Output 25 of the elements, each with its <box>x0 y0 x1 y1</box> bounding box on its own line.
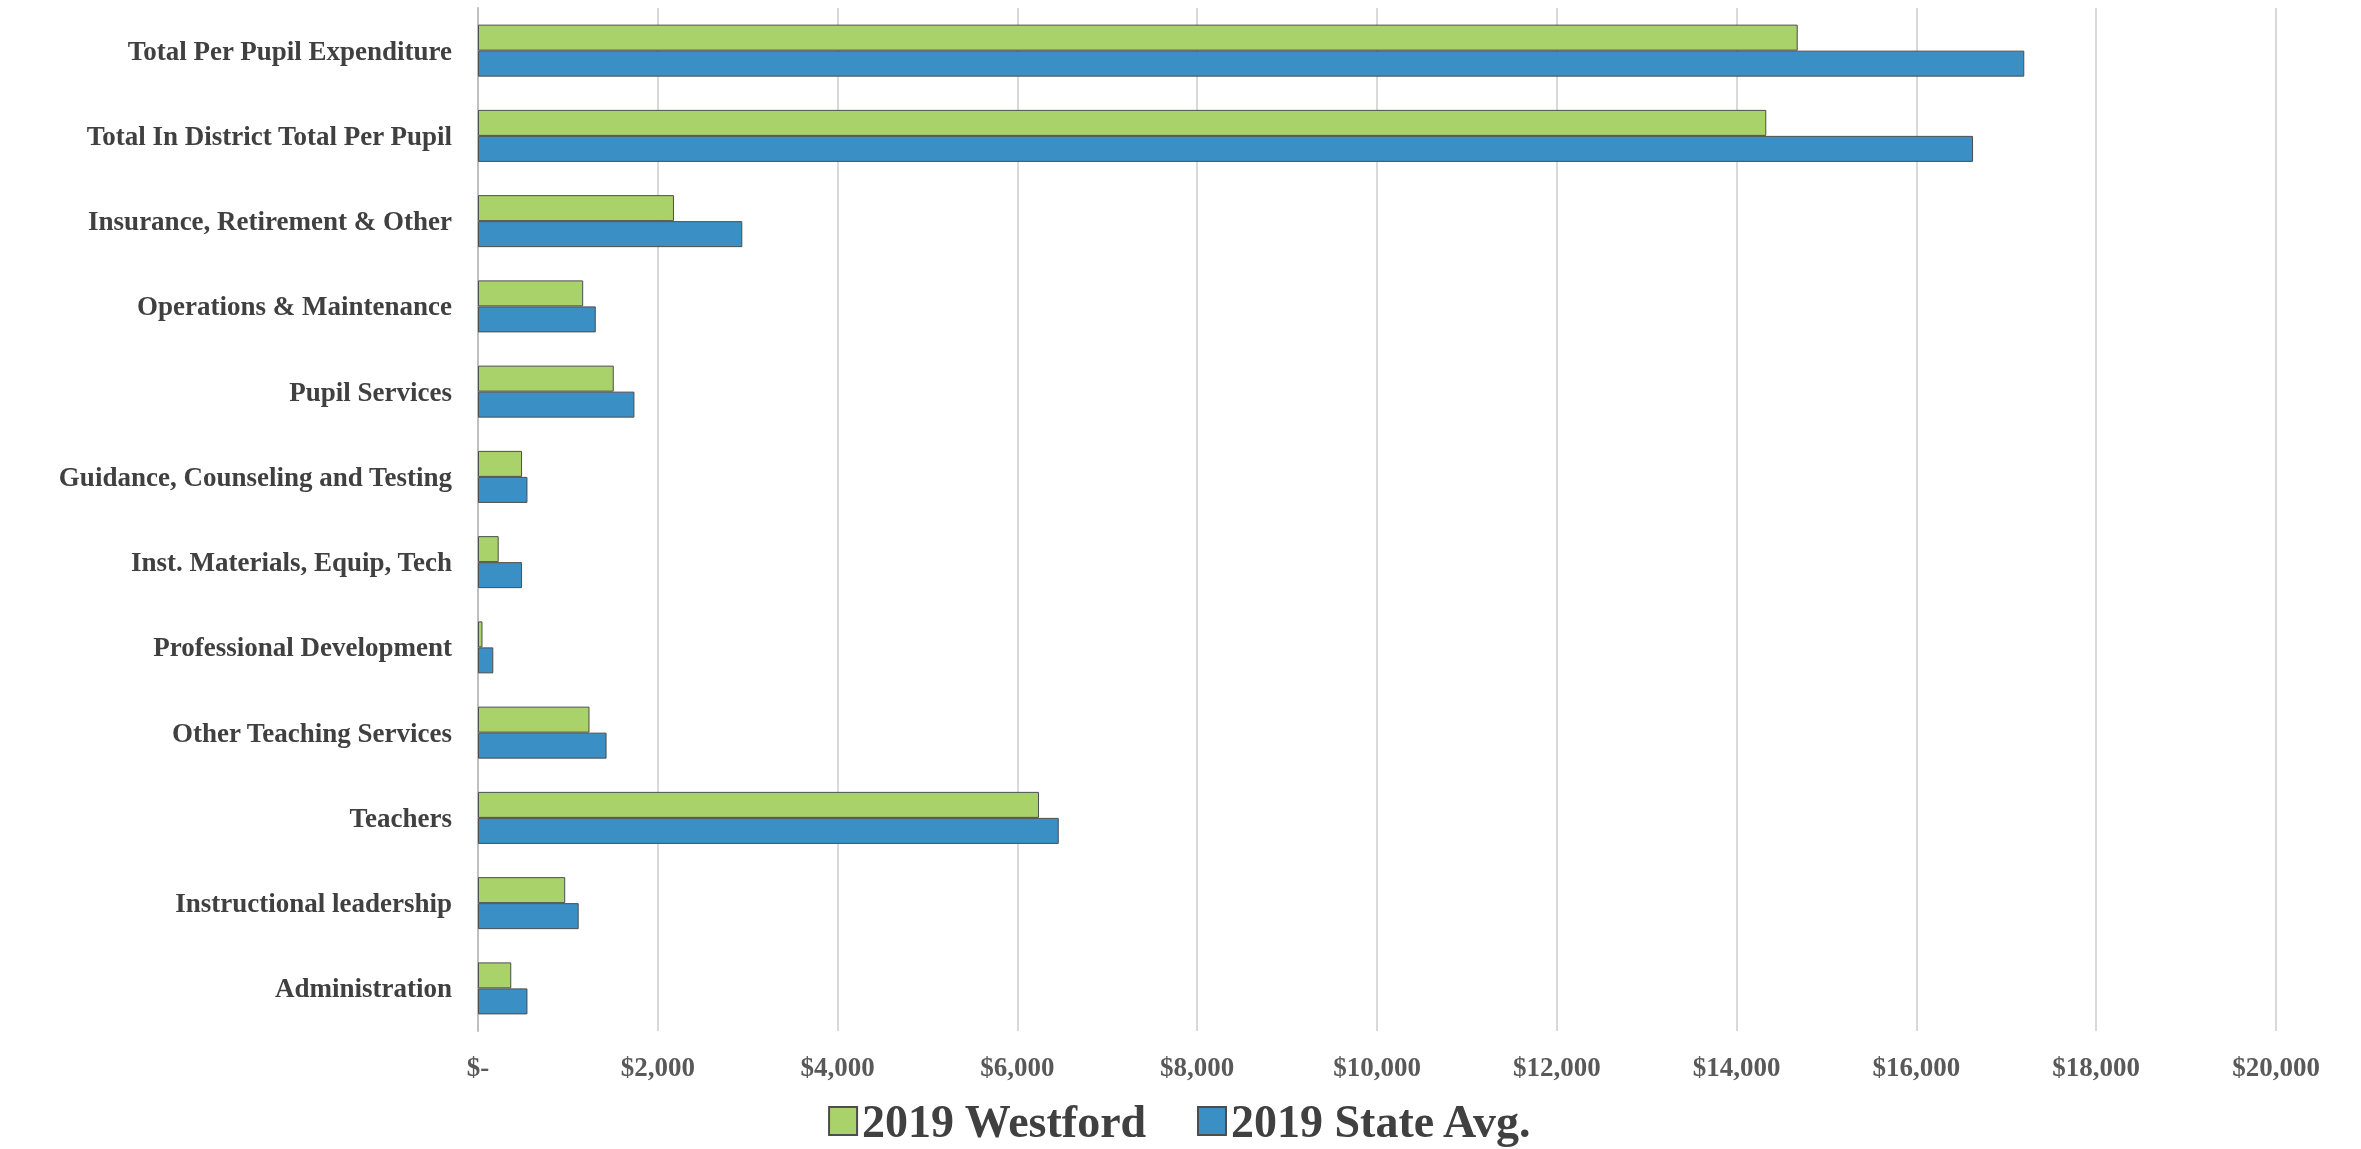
y-tick-label: Instructional leadership <box>175 888 452 919</box>
y-tick-label: Insurance, Retirement & Other <box>88 206 453 237</box>
y-tick-label: Other Teaching Services <box>172 717 452 748</box>
x-tick-label: $6,000 <box>980 1051 1055 1082</box>
y-tick-label: Operations & Maintenance <box>137 291 452 322</box>
y-tick-label: Guidance, Counseling and Testing <box>58 461 453 492</box>
y-tick-label: Administration <box>274 973 452 1004</box>
x-tick-label: $18,000 <box>2052 1051 2141 1082</box>
x-tick-label: $16,000 <box>1872 1051 1961 1082</box>
y-tick-label: Teachers <box>349 802 452 833</box>
legend-label: 2019 Westford <box>862 1095 1147 1147</box>
legend-label: 2019 State Avg. <box>1230 1095 1531 1147</box>
y-tick-label: Professional Development <box>153 632 452 663</box>
y-tick-label: Inst. Materials, Equip, Tech <box>130 547 452 578</box>
x-tick-label: $12,000 <box>1512 1051 1601 1082</box>
x-tick-label: $8,000 <box>1160 1051 1235 1082</box>
x-tick-label: $10,000 <box>1333 1051 1421 1082</box>
y-tick-label: Total In District Total Per Pupil <box>86 120 453 151</box>
y-tick-label: Total Per Pupil Expenditure <box>127 35 453 66</box>
x-tick-label: $- <box>466 1051 490 1082</box>
x-tick-label: $4,000 <box>800 1051 875 1082</box>
x-tick-label: $14,000 <box>1692 1051 1781 1082</box>
y-tick-label: Pupil Services <box>289 376 452 407</box>
x-tick-label: $2,000 <box>620 1051 695 1082</box>
x-tick-label: $20,000 <box>2232 1051 2320 1082</box>
